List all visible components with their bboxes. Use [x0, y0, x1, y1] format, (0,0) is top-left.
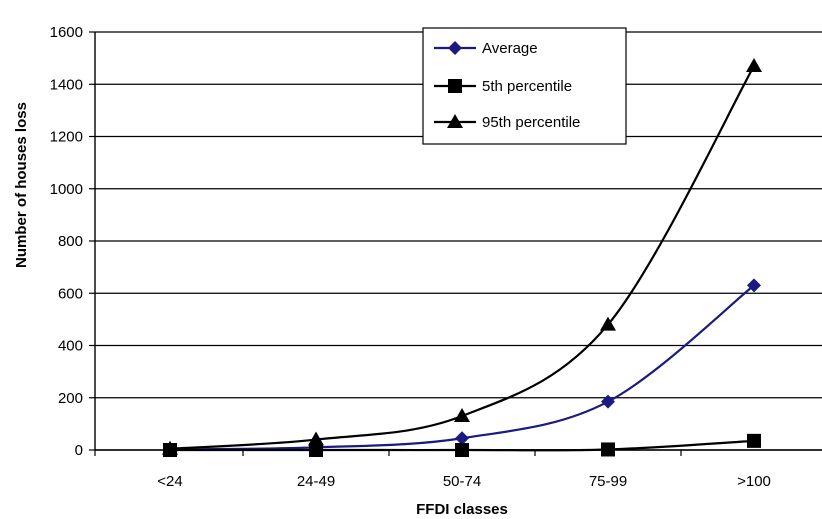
- legend-marker-5th-percentile: [448, 79, 462, 93]
- point-average-3: [601, 394, 615, 409]
- y-tick-label-0: 0: [75, 442, 83, 459]
- y-tick-label-400: 400: [58, 338, 83, 355]
- point-average-2: [455, 431, 469, 446]
- series-line-average: [169, 284, 755, 451]
- y-tick-label-800: 800: [58, 233, 83, 250]
- x-tick-label-2: 50-74: [443, 473, 481, 490]
- legend-marker-average: [448, 41, 462, 55]
- y-axis-title: Number of houses loss: [13, 102, 30, 268]
- point-95th-percentile-3: [600, 316, 616, 331]
- point-5th-percentile-1: [309, 443, 323, 457]
- y-tick-label-1600: 1600: [50, 24, 83, 41]
- y-tick-label-600: 600: [58, 285, 83, 302]
- y-tick-label-200: 200: [58, 390, 83, 407]
- x-tick-label-3: 75-99: [589, 473, 627, 490]
- x-tick-label-0: <24: [157, 473, 182, 490]
- point-average-4: [747, 278, 761, 293]
- point-5th-percentile-4: [747, 433, 761, 448]
- point-95th-percentile-1: [308, 431, 324, 446]
- series-line-95th-percentile: [169, 65, 755, 450]
- y-tick-label-1200: 1200: [50, 129, 83, 146]
- x-tick-label-4: >100: [737, 473, 771, 490]
- point-95th-percentile-2: [454, 408, 470, 423]
- point-5th-percentile-3: [601, 442, 615, 457]
- point-95th-percentile-0: [162, 440, 178, 455]
- y-tick-label-1400: 1400: [50, 76, 83, 93]
- legend-label-5th-percentile: 5th percentile: [482, 78, 572, 95]
- x-axis-title: FFDI classes: [416, 501, 508, 518]
- y-axis-ticks: 0 200 400 600 800 1000 1200 1400 1600: [50, 24, 95, 459]
- legend: Average 5th percentile 95th percentile: [422, 27, 627, 145]
- legend-label-95th-percentile: 95th percentile: [482, 114, 580, 131]
- x-axis-ticks: <24 24-49 50-74 75-99 >100: [94, 450, 771, 490]
- legend-label-average: Average: [482, 40, 538, 57]
- legend-marker-95th-percentile: [447, 114, 463, 128]
- point-5th-percentile-2: [455, 443, 469, 457]
- x-tick-label-1: 24-49: [297, 473, 335, 490]
- y-tick-label-1000: 1000: [50, 181, 83, 198]
- series-group: [162, 57, 762, 457]
- point-95th-percentile-4: [746, 57, 762, 72]
